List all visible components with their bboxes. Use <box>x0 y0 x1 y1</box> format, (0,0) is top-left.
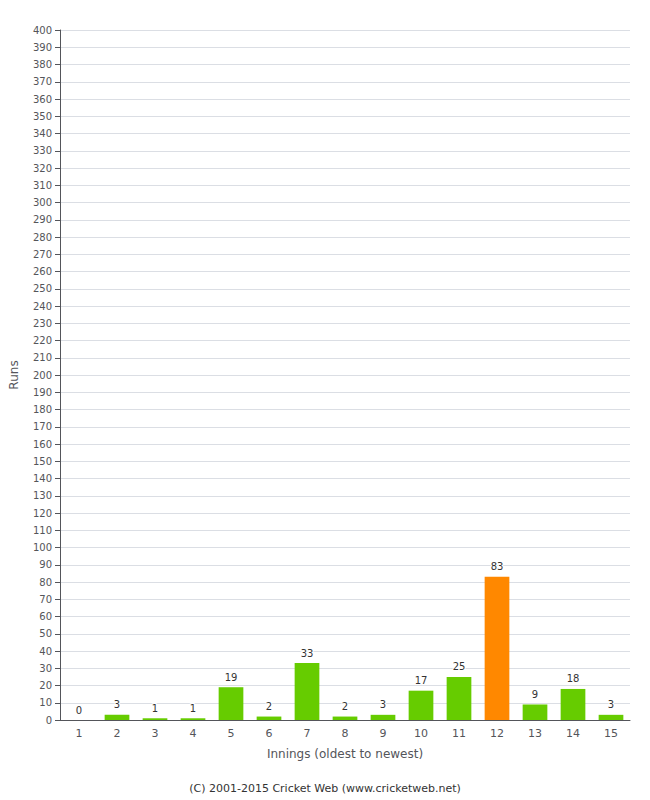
svg-text:210: 210 <box>33 352 52 363</box>
svg-text:1: 1 <box>152 703 158 714</box>
svg-text:370: 370 <box>33 76 52 87</box>
svg-text:2: 2 <box>342 701 348 712</box>
svg-text:11: 11 <box>452 727 466 740</box>
svg-text:390: 390 <box>33 42 52 53</box>
svg-text:7: 7 <box>304 727 311 740</box>
svg-text:180: 180 <box>33 404 52 415</box>
svg-text:190: 190 <box>33 387 52 398</box>
svg-text:40: 40 <box>39 646 52 657</box>
svg-text:12: 12 <box>490 727 504 740</box>
svg-text:1: 1 <box>76 727 83 740</box>
svg-text:25: 25 <box>453 661 466 672</box>
svg-text:10: 10 <box>414 727 428 740</box>
svg-text:14: 14 <box>566 727 580 740</box>
svg-text:230: 230 <box>33 318 52 329</box>
svg-text:10: 10 <box>39 697 52 708</box>
svg-text:1: 1 <box>190 703 196 714</box>
svg-text:270: 270 <box>33 249 52 260</box>
svg-text:Innings (oldest to newest): Innings (oldest to newest) <box>267 747 423 761</box>
svg-text:33: 33 <box>301 648 314 659</box>
svg-text:380: 380 <box>33 59 52 70</box>
svg-text:70: 70 <box>39 594 52 605</box>
svg-text:20: 20 <box>39 680 52 691</box>
svg-text:3: 3 <box>608 699 614 710</box>
svg-text:0: 0 <box>46 715 52 726</box>
svg-text:19: 19 <box>225 672 238 683</box>
svg-text:2: 2 <box>114 727 121 740</box>
svg-text:280: 280 <box>33 232 52 243</box>
svg-text:160: 160 <box>33 439 52 450</box>
svg-text:(C) 2001-2015 Cricket Web (www: (C) 2001-2015 Cricket Web (www.cricketwe… <box>189 782 461 795</box>
svg-text:170: 170 <box>33 421 52 432</box>
svg-text:50: 50 <box>39 628 52 639</box>
svg-text:250: 250 <box>33 283 52 294</box>
svg-text:290: 290 <box>33 214 52 225</box>
svg-text:150: 150 <box>33 456 52 467</box>
svg-text:30: 30 <box>39 663 52 674</box>
svg-text:360: 360 <box>33 94 52 105</box>
svg-text:350: 350 <box>33 111 52 122</box>
svg-text:310: 310 <box>33 180 52 191</box>
svg-text:100: 100 <box>33 542 52 553</box>
svg-text:17: 17 <box>415 675 428 686</box>
svg-text:260: 260 <box>33 266 52 277</box>
svg-text:120: 120 <box>33 508 52 519</box>
svg-text:8: 8 <box>342 727 349 740</box>
svg-text:9: 9 <box>532 689 538 700</box>
svg-text:340: 340 <box>33 128 52 139</box>
svg-text:18: 18 <box>567 673 580 684</box>
svg-text:13: 13 <box>528 727 542 740</box>
svg-text:9: 9 <box>380 727 387 740</box>
svg-text:80: 80 <box>39 577 52 588</box>
svg-text:90: 90 <box>39 559 52 570</box>
svg-text:220: 220 <box>33 335 52 346</box>
svg-text:4: 4 <box>190 727 197 740</box>
svg-text:110: 110 <box>33 525 52 536</box>
svg-text:3: 3 <box>114 699 120 710</box>
svg-text:330: 330 <box>33 145 52 156</box>
svg-text:320: 320 <box>33 163 52 174</box>
svg-text:Runs: Runs <box>7 360 21 389</box>
svg-text:83: 83 <box>491 561 504 572</box>
svg-text:6: 6 <box>266 727 273 740</box>
svg-text:5: 5 <box>228 727 235 740</box>
svg-text:15: 15 <box>604 727 618 740</box>
svg-text:130: 130 <box>33 490 52 501</box>
svg-text:2: 2 <box>266 701 272 712</box>
svg-text:0: 0 <box>76 705 82 716</box>
svg-text:140: 140 <box>33 473 52 484</box>
svg-text:60: 60 <box>39 611 52 622</box>
svg-text:3: 3 <box>152 727 159 740</box>
svg-text:200: 200 <box>33 370 52 381</box>
svg-text:400: 400 <box>33 25 52 36</box>
svg-text:300: 300 <box>33 197 52 208</box>
svg-text:240: 240 <box>33 301 52 312</box>
svg-text:3: 3 <box>380 699 386 710</box>
